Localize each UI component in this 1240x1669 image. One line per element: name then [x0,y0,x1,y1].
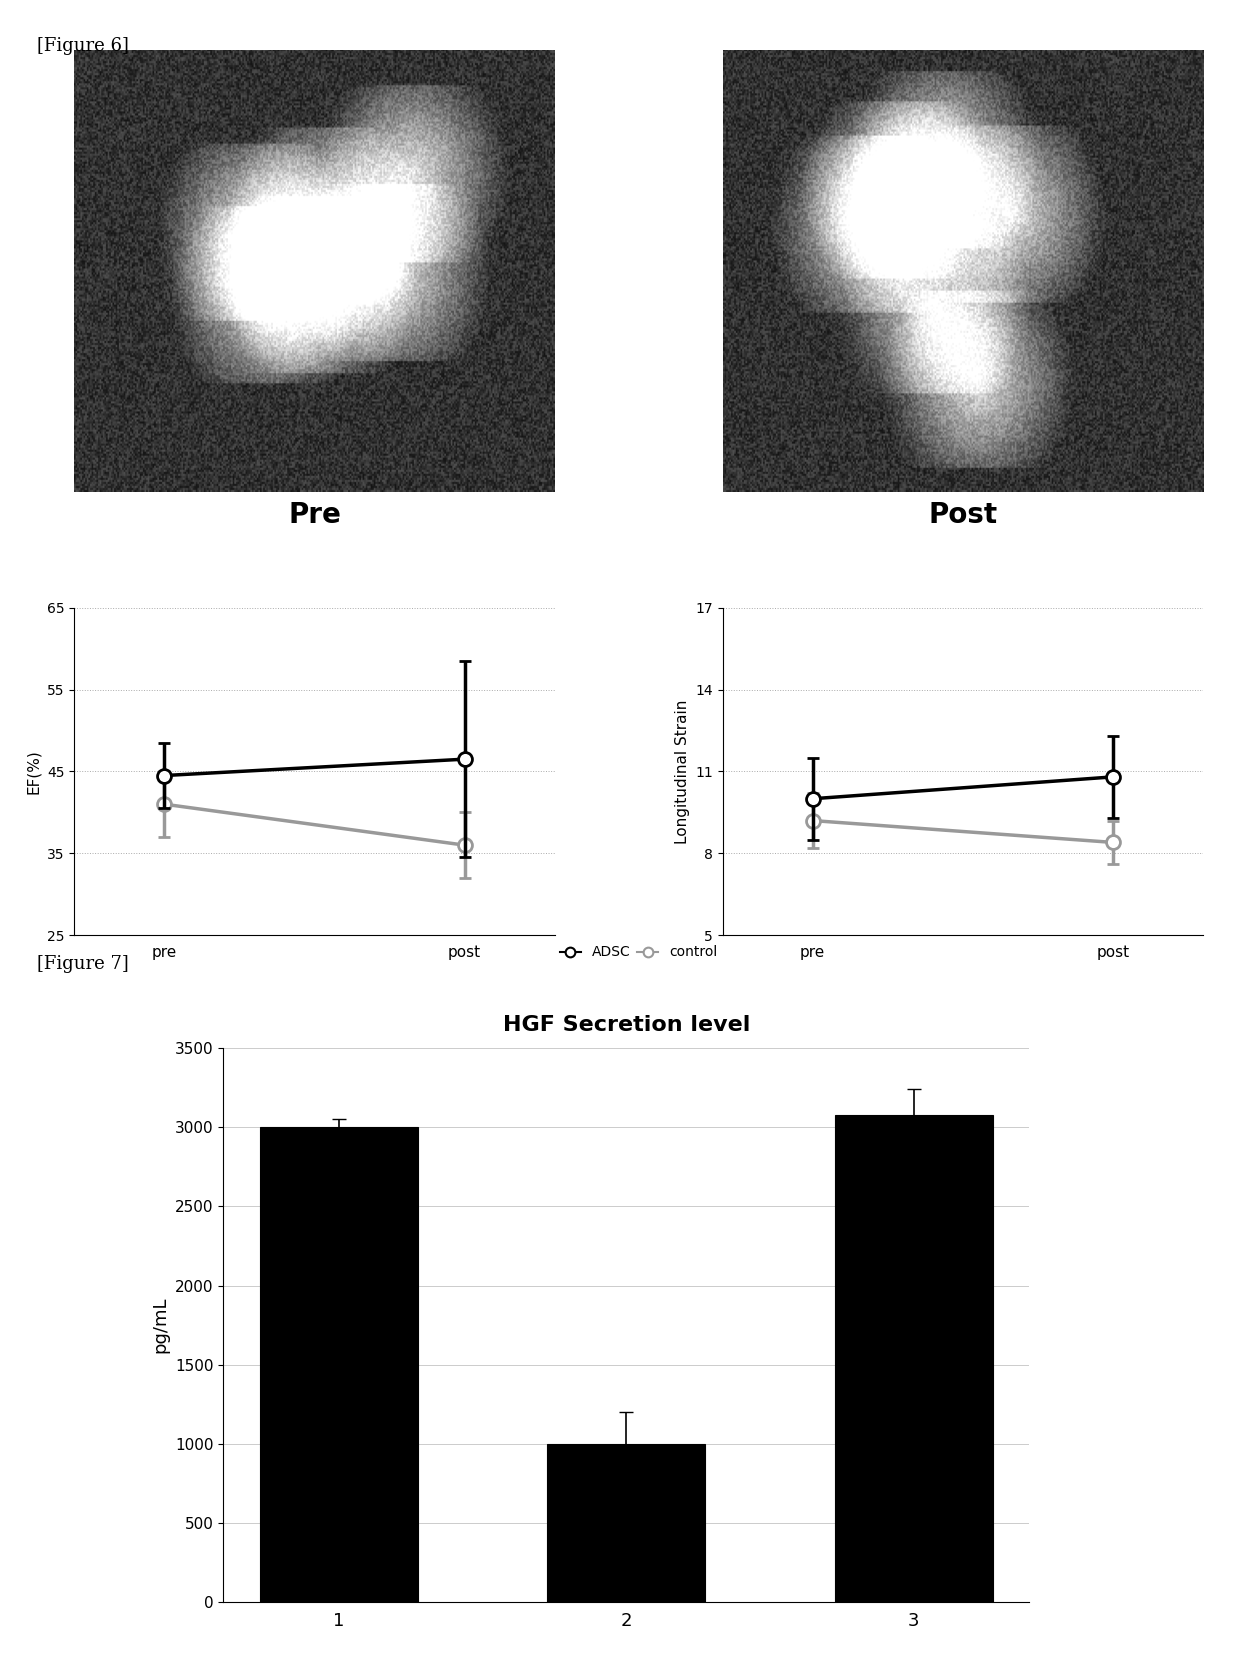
Text: Pre: Pre [288,501,341,529]
Y-axis label: Longitudinal Strain: Longitudinal Strain [675,699,689,843]
Text: [Figure 6]: [Figure 6] [37,37,129,55]
Y-axis label: pg/mL: pg/mL [151,1297,170,1354]
Bar [835,1115,992,1602]
Legend: ADSC, control: ADSC, control [554,940,723,965]
Y-axis label: EF(%): EF(%) [26,749,41,794]
Bar [260,1127,418,1602]
Bar [547,1444,706,1602]
Title: HGF Secretion level: HGF Secretion level [502,1015,750,1035]
Text: Post: Post [929,501,997,529]
Text: [Figure 7]: [Figure 7] [37,955,129,973]
